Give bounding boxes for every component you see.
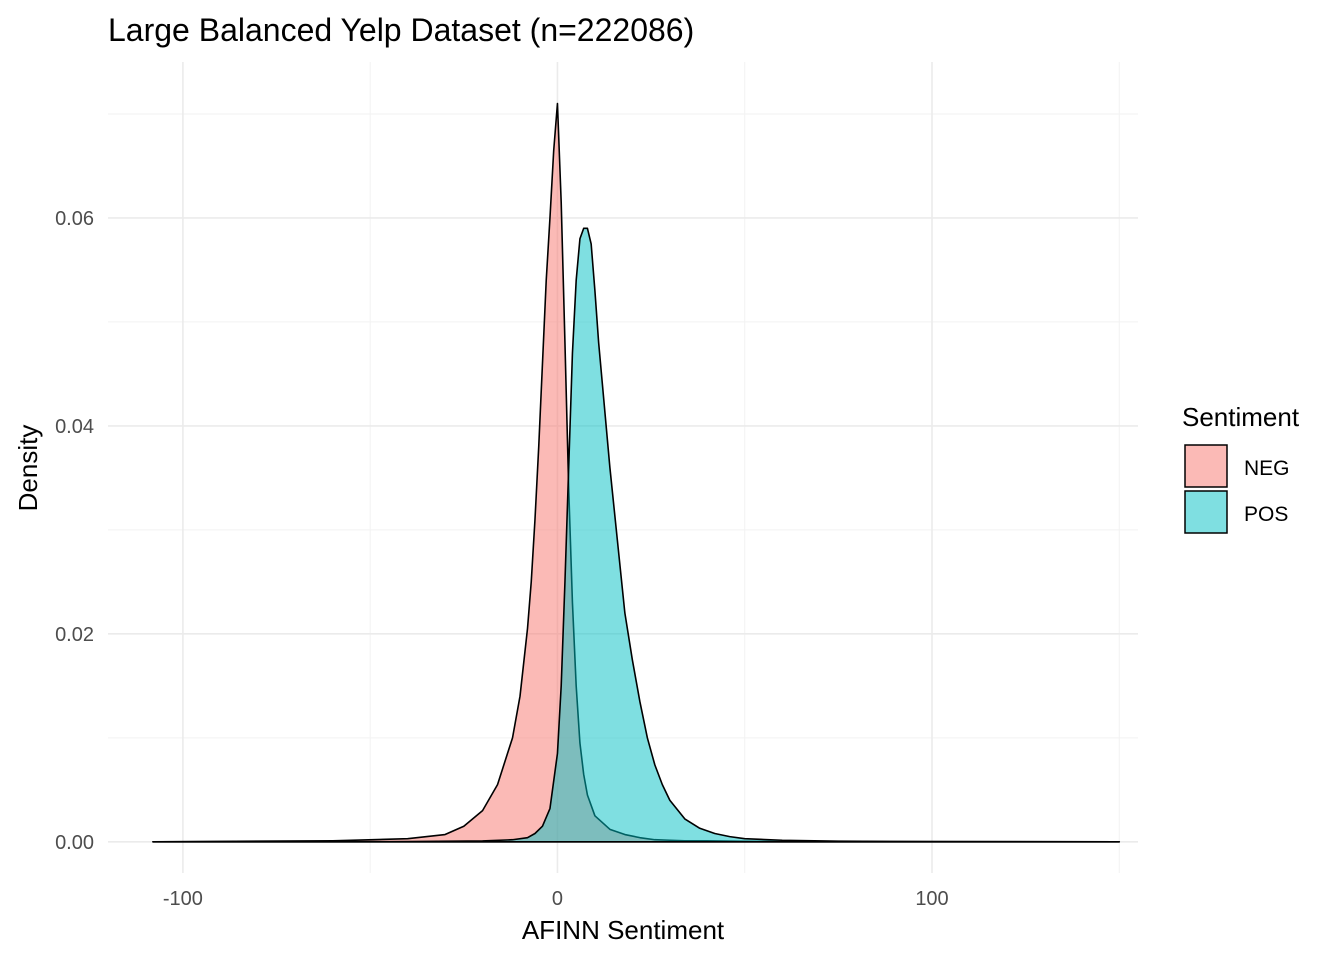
x-tick-label: -100: [163, 888, 203, 910]
legend-key-neg: [1184, 444, 1228, 488]
y-tick-label: 0.04: [55, 416, 94, 438]
x-tick-label: 0: [552, 888, 563, 910]
y-tick-labels: 0.00 0.02 0.04 0.06: [55, 208, 94, 854]
x-tick-label: 100: [915, 888, 948, 910]
legend: Sentiment NEG POS: [1182, 402, 1300, 534]
x-axis-title: AFINN Sentiment: [522, 915, 725, 945]
y-tick-label: 0.02: [55, 624, 94, 646]
legend-title: Sentiment: [1182, 402, 1300, 432]
y-axis-title: Density: [13, 425, 43, 512]
density-area-pos: [152, 227, 1121, 843]
chart-title: Large Balanced Yelp Dataset (n=222086): [108, 12, 694, 48]
x-tick-labels: -100 0 100: [163, 888, 949, 910]
legend-label-pos: POS: [1244, 503, 1288, 526]
density-areas: [152, 102, 1121, 843]
legend-key-pos: [1184, 490, 1228, 534]
y-tick-label: 0.06: [55, 208, 94, 230]
legend-label-neg: NEG: [1244, 457, 1290, 480]
y-tick-label: 0.00: [55, 832, 94, 854]
